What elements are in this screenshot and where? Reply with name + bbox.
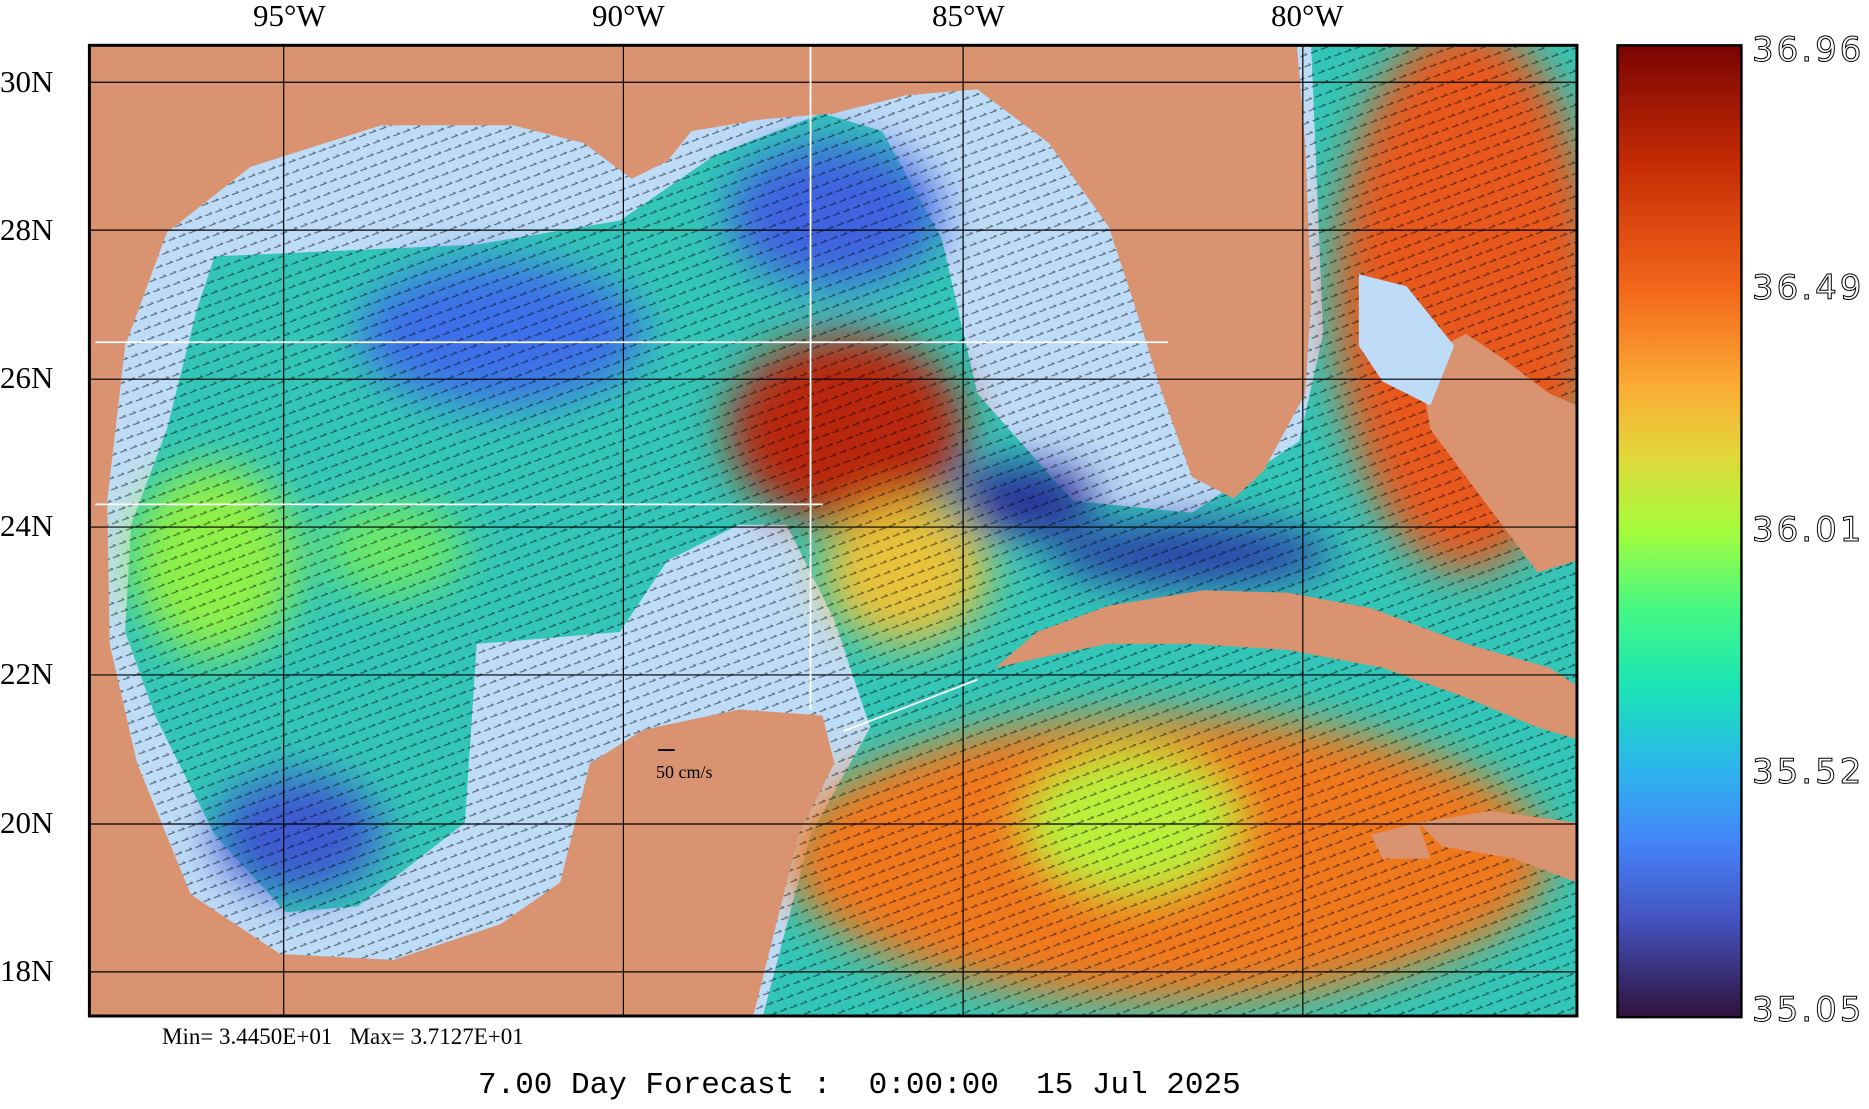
land	[89, 45, 1577, 1016]
colorbar-tick: 36.01	[1751, 510, 1865, 551]
land-hispaniola	[1418, 810, 1577, 883]
map-frame	[87, 43, 1579, 1018]
grid	[89, 45, 1577, 1016]
colorbar-tick: 35.52	[1751, 752, 1865, 793]
x-tick-85w: 85°W	[932, 0, 1005, 33]
x-tick-95w: 95°W	[253, 0, 326, 33]
colorbar-tick-min: 35.05	[1751, 990, 1865, 1031]
forecast-title: 7.00 Day Forecast : 0:00:00 15 Jul 2025	[478, 1068, 1241, 1103]
land-cuba	[995, 590, 1577, 740]
y-tick-24n: 24N	[0, 508, 54, 543]
y-tick-20n: 20N	[0, 805, 54, 840]
salinity-field	[89, 45, 1577, 1016]
colorbar-tick: 36.49	[1751, 268, 1865, 309]
bahama-banks	[1358, 274, 1455, 406]
land-north-america	[89, 45, 1312, 1016]
y-tick-18n: 18N	[0, 953, 54, 988]
y-tick-26n: 26N	[0, 360, 54, 395]
land-central-america	[1370, 822, 1431, 859]
y-tick-30n: 30N	[0, 64, 54, 99]
colorbar-tick-max: 36.96	[1751, 30, 1865, 71]
land-bahamas	[1418, 333, 1577, 573]
y-tick-22n: 22N	[0, 656, 54, 691]
current-vectors	[89, 45, 1577, 1016]
y-tick-28n: 28N	[0, 212, 54, 247]
min-max-stats: Min= 3.4450E+01 Max= 3.7127E+01	[162, 1024, 524, 1049]
x-tick-90w: 90°W	[592, 0, 665, 33]
vector-scale-label: 50 cm/s	[656, 762, 713, 782]
colorbar	[1616, 44, 1743, 1019]
x-tick-80w: 80°W	[1271, 0, 1344, 33]
section-lines	[95, 45, 1169, 732]
